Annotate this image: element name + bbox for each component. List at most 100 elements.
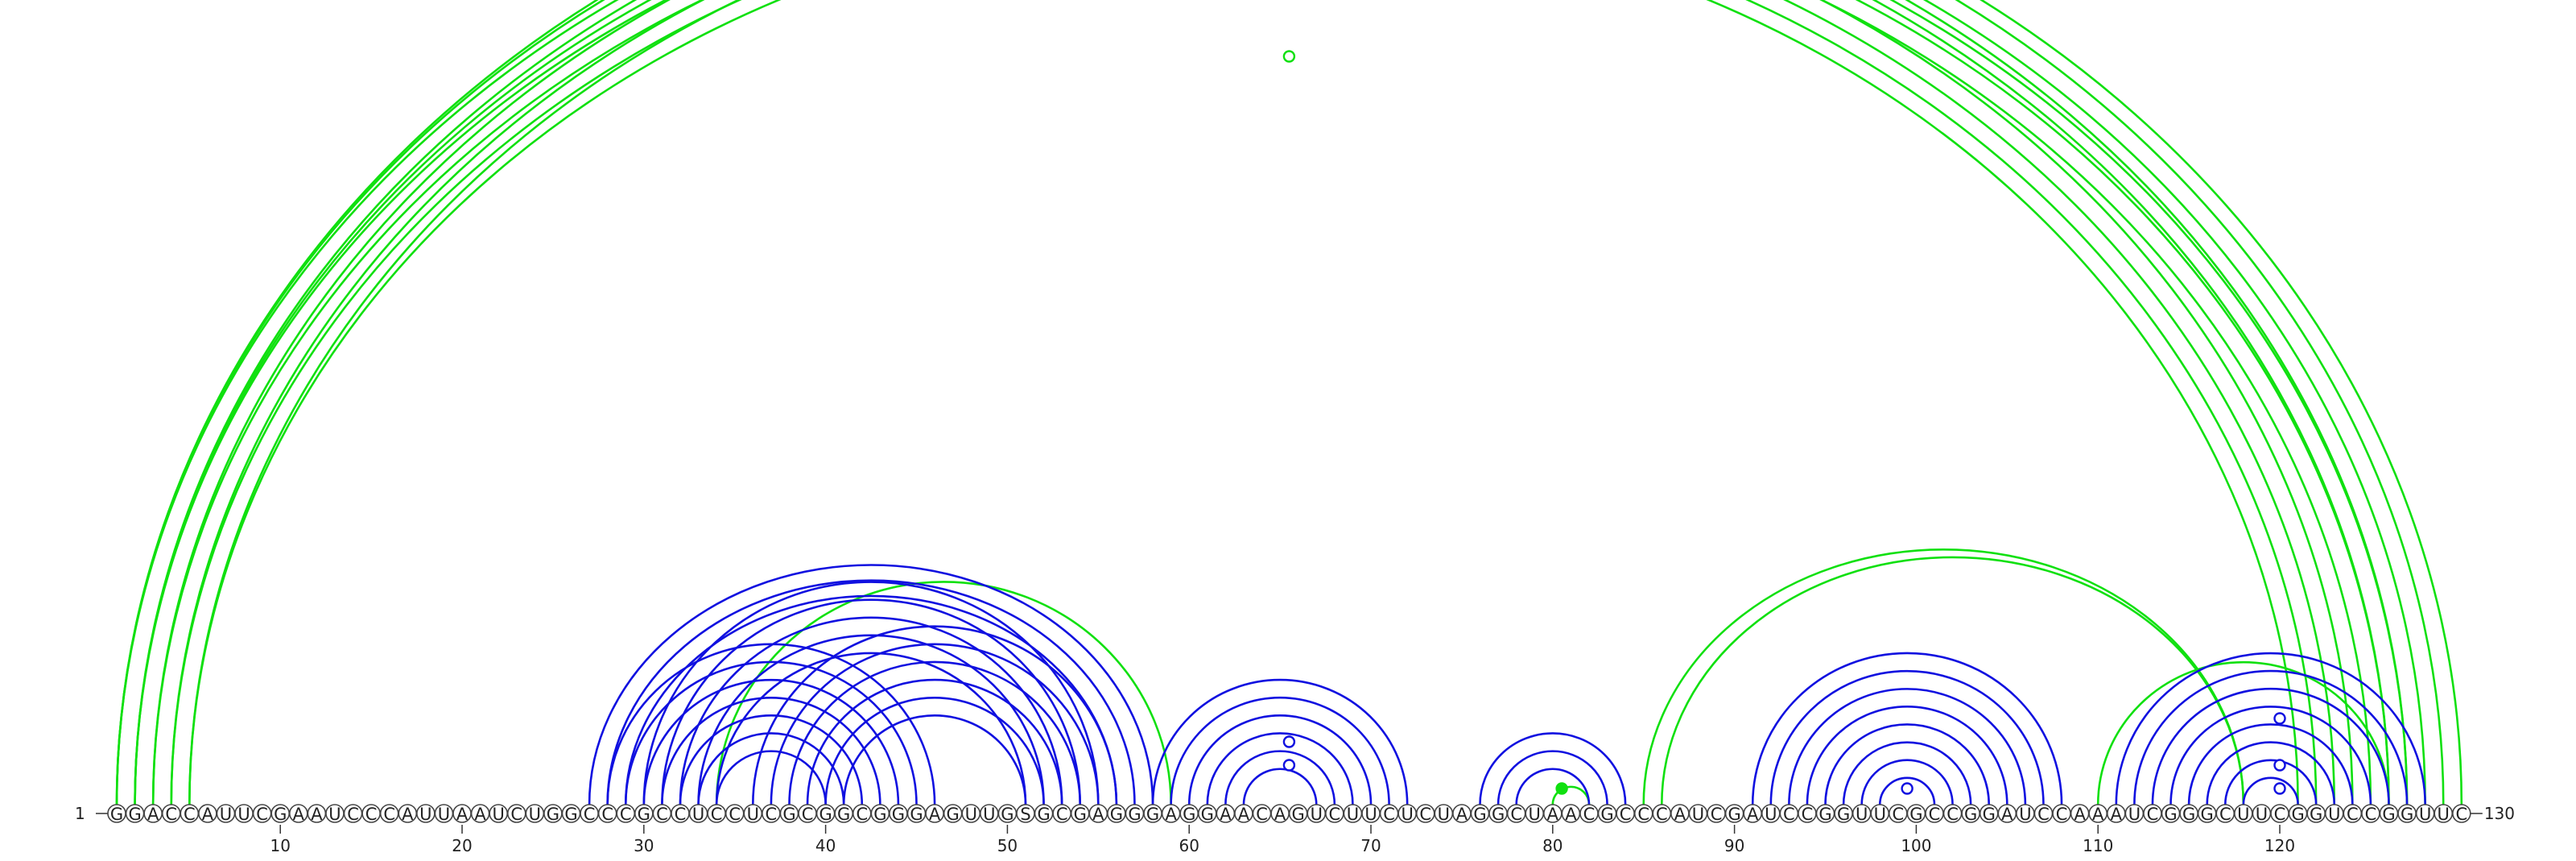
blue-base-pair-arc <box>806 678 1063 805</box>
nucleotide-circle <box>2452 804 2471 823</box>
nucleotide-letter: A <box>1220 805 1232 824</box>
blue-base-pair-arc <box>1151 678 1409 805</box>
nucleotide-letter: G <box>2201 805 2214 824</box>
green-base-pair-arc <box>115 0 2409 805</box>
blue-base-pair-arc <box>2133 669 2409 805</box>
nucleotide-letter: A <box>147 805 159 824</box>
green-base-pair-arc <box>715 581 1172 805</box>
nucleotide: C <box>343 804 363 824</box>
nucleotide: U <box>525 804 545 824</box>
nucleotide: C <box>2270 804 2289 824</box>
nucleotide-letter: U <box>1438 805 1450 824</box>
nucleotide: A <box>1270 804 1290 824</box>
nucleotide: A <box>1088 804 1108 824</box>
loop-marker <box>2273 759 2286 772</box>
blue-base-pair-arc <box>642 581 1100 805</box>
nucleotide-letter: A <box>1165 805 1177 824</box>
nucleotide-letter: U <box>692 805 704 824</box>
loop-marker <box>1282 759 1296 772</box>
blue-base-pair-arc <box>2169 706 2372 805</box>
nucleotide: C <box>707 804 726 824</box>
nucleotide: C <box>798 804 817 824</box>
nucleotide: U <box>1343 804 1363 824</box>
nucleotide: U <box>1525 804 1545 824</box>
nucleotide-letter: C <box>1256 805 1268 824</box>
nucleotide-letter: G <box>1492 805 1505 824</box>
nucleotide-letter: A <box>1238 805 1250 824</box>
nucleotide-letter: C <box>1583 805 1596 824</box>
axis-tick-label: 90 <box>1724 836 1744 855</box>
nucleotide-letter: A <box>2074 805 2086 824</box>
nucleotide: U <box>1870 804 1890 824</box>
nucleotide: G <box>1906 804 1926 824</box>
blue-base-pair-arc <box>1824 723 1991 805</box>
nucleotide-letter: G <box>1473 805 1486 824</box>
blue-base-pair-arc <box>2242 776 2299 805</box>
nucleotide-letter: U <box>2019 805 2031 824</box>
nucleotide: U <box>980 804 999 824</box>
blue-base-pair-arc <box>1242 768 1318 805</box>
nucleotide: C <box>1707 804 1726 824</box>
nucleotide: U <box>2434 804 2454 824</box>
nucleotide-letter: G <box>873 805 886 824</box>
nucleotide-letter: G <box>910 805 923 824</box>
nucleotide: C <box>1379 804 1399 824</box>
blue-base-pair-arc <box>606 579 1136 805</box>
axis-tick-label: 80 <box>1542 836 1563 855</box>
nucleotide: C <box>2215 804 2235 824</box>
nucleotide: G <box>1107 804 1126 824</box>
nucleotide-letter: U <box>237 805 250 824</box>
nucleotide-letter: A <box>1274 805 1286 824</box>
nucleotide-letter: C <box>165 805 177 824</box>
nucleotide-letter: A <box>1747 805 1759 824</box>
nucleotide: A <box>1997 804 2017 824</box>
nucleotide-letter: A <box>2001 805 2013 824</box>
nucleotide-letter: U <box>529 805 541 824</box>
nucleotide-letter: C <box>347 805 359 824</box>
nucleotide-letter: A <box>1547 805 1559 824</box>
nucleotide: U <box>1688 804 1708 824</box>
nucleotide: C <box>2033 804 2054 824</box>
blue-base-pair-arc <box>842 714 1027 805</box>
nucleotide: U <box>489 804 508 824</box>
nucleotide: G <box>1470 804 1490 824</box>
nucleotide-letter: U <box>983 805 995 824</box>
nucleotide-letter: U <box>1692 805 1704 824</box>
blue-base-pair-arc <box>1515 768 1591 805</box>
blue-base-pair-arc <box>642 678 900 805</box>
nucleotide: G <box>270 804 291 824</box>
nucleotide: U <box>1307 804 1327 824</box>
nucleotide-letter: G <box>837 805 850 824</box>
nucleotide: C <box>1889 804 1908 824</box>
nucleotide-letter: G <box>1909 805 1922 824</box>
axis-tick-label: 20 <box>452 836 472 855</box>
nucleotide: G <box>543 804 563 824</box>
blue-base-pair-arc <box>1806 706 2008 805</box>
blue-base-pair-arc <box>824 696 1045 805</box>
blue-base-pair-arc <box>2151 687 2390 805</box>
nucleotide: G <box>906 804 927 824</box>
nucleotide: C <box>852 804 872 824</box>
nucleotide: U <box>1852 804 1872 824</box>
nucleotide-letter: U <box>220 805 232 824</box>
nucleotide: G <box>561 804 581 824</box>
nucleotide: G <box>2288 804 2308 824</box>
nucleotide: G <box>1198 804 1217 824</box>
nucleotide-letter: C <box>1656 805 1668 824</box>
nucleotide: A <box>1670 804 1690 824</box>
sequence-end-label: 130 <box>2484 804 2515 823</box>
nucleotide-letter: C <box>2037 805 2050 824</box>
nucleotide-letter: A <box>1092 805 1104 824</box>
nucleotide: A <box>1216 804 1236 824</box>
nucleotide: A <box>288 804 308 824</box>
nucleotide: G <box>107 804 126 824</box>
loop-marker <box>1555 782 1568 795</box>
nucleotide-letter: U <box>1364 805 1377 824</box>
nucleotide-letter: G <box>2291 805 2304 824</box>
green-base-pair-arc <box>170 0 2390 805</box>
nucleotide-letter: G <box>2401 805 2413 824</box>
nucleotide: C <box>1506 804 1526 824</box>
nucleotide-letter: A <box>1674 805 1686 824</box>
nucleotide-letter: A <box>311 805 323 824</box>
nucleotide-letter: C <box>510 805 522 824</box>
